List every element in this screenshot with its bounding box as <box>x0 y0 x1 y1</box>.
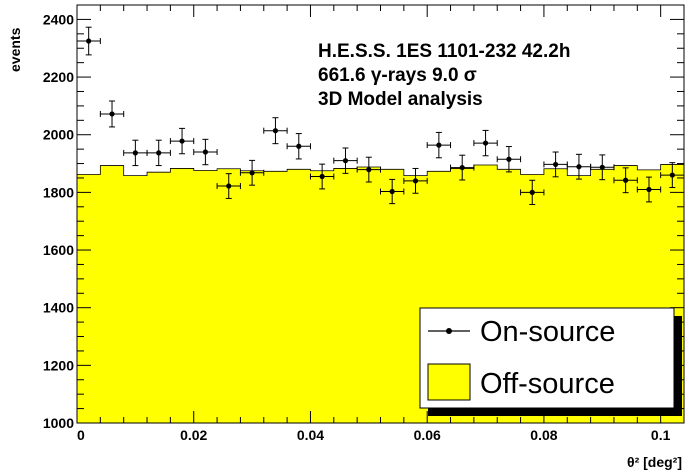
on-source-point <box>576 164 582 170</box>
x-axis-title: θ² [deg²] <box>627 454 682 470</box>
on-source-point <box>272 128 279 134</box>
on-source-point <box>623 177 629 183</box>
x-tick-label: 0.08 <box>530 427 557 443</box>
on-source-point <box>319 173 325 180</box>
x-tick-label: 0.02 <box>180 427 207 443</box>
annotation-line-1: H.E.S.S. 1ES 1101-232 42.2h <box>318 41 570 62</box>
on-source-point <box>226 183 232 189</box>
y-tick-label: 1600 <box>43 242 74 258</box>
x-tick-label: 0.04 <box>297 427 324 443</box>
on-source-point <box>156 150 162 156</box>
on-source-point <box>529 189 535 195</box>
on-source-point <box>552 161 559 168</box>
legend-on-source-marker <box>446 328 452 334</box>
on-source-point <box>179 138 185 144</box>
on-source-point <box>436 142 442 148</box>
on-source-point <box>249 170 255 176</box>
annotation-line-2: 661.6 γ-rays 9.0 σ <box>318 65 477 86</box>
on-source-point <box>389 188 395 195</box>
on-source-point <box>459 164 465 171</box>
y-tick-label: 1400 <box>43 300 74 316</box>
legend-off-source-swatch <box>427 363 471 401</box>
on-source-point <box>109 111 115 117</box>
on-source-point <box>342 158 349 164</box>
y-tick-label: 2200 <box>43 69 74 85</box>
on-source-point <box>296 143 302 149</box>
on-source-point <box>669 172 675 178</box>
y-tick-label: 2000 <box>43 127 74 143</box>
annotation-line-3: 3D Model analysis <box>318 89 483 110</box>
x-tick-label: 0 <box>77 427 85 443</box>
y-tick-label: 1800 <box>43 184 74 200</box>
legend-on-source-label: On-source <box>480 316 615 348</box>
on-source-point <box>366 167 372 173</box>
on-source-point <box>646 186 652 193</box>
on-source-point <box>202 149 209 155</box>
y-tick-label: 1000 <box>43 415 74 431</box>
y-axis-title: events <box>7 27 23 72</box>
on-source-point <box>506 156 512 162</box>
on-source-point <box>86 38 92 44</box>
x-tick-label: 0.06 <box>414 427 441 443</box>
x-tick-label: 0.1 <box>651 427 671 443</box>
on-source-point <box>599 164 605 170</box>
y-tick-label: 2400 <box>43 11 74 27</box>
legend: On-source Off-source <box>419 307 682 416</box>
legend-off-source-label: Off-source <box>480 368 615 400</box>
y-tick-label: 1200 <box>43 357 74 373</box>
on-source-point <box>132 150 138 156</box>
on-source-point <box>482 140 489 146</box>
on-source-point <box>412 178 419 184</box>
